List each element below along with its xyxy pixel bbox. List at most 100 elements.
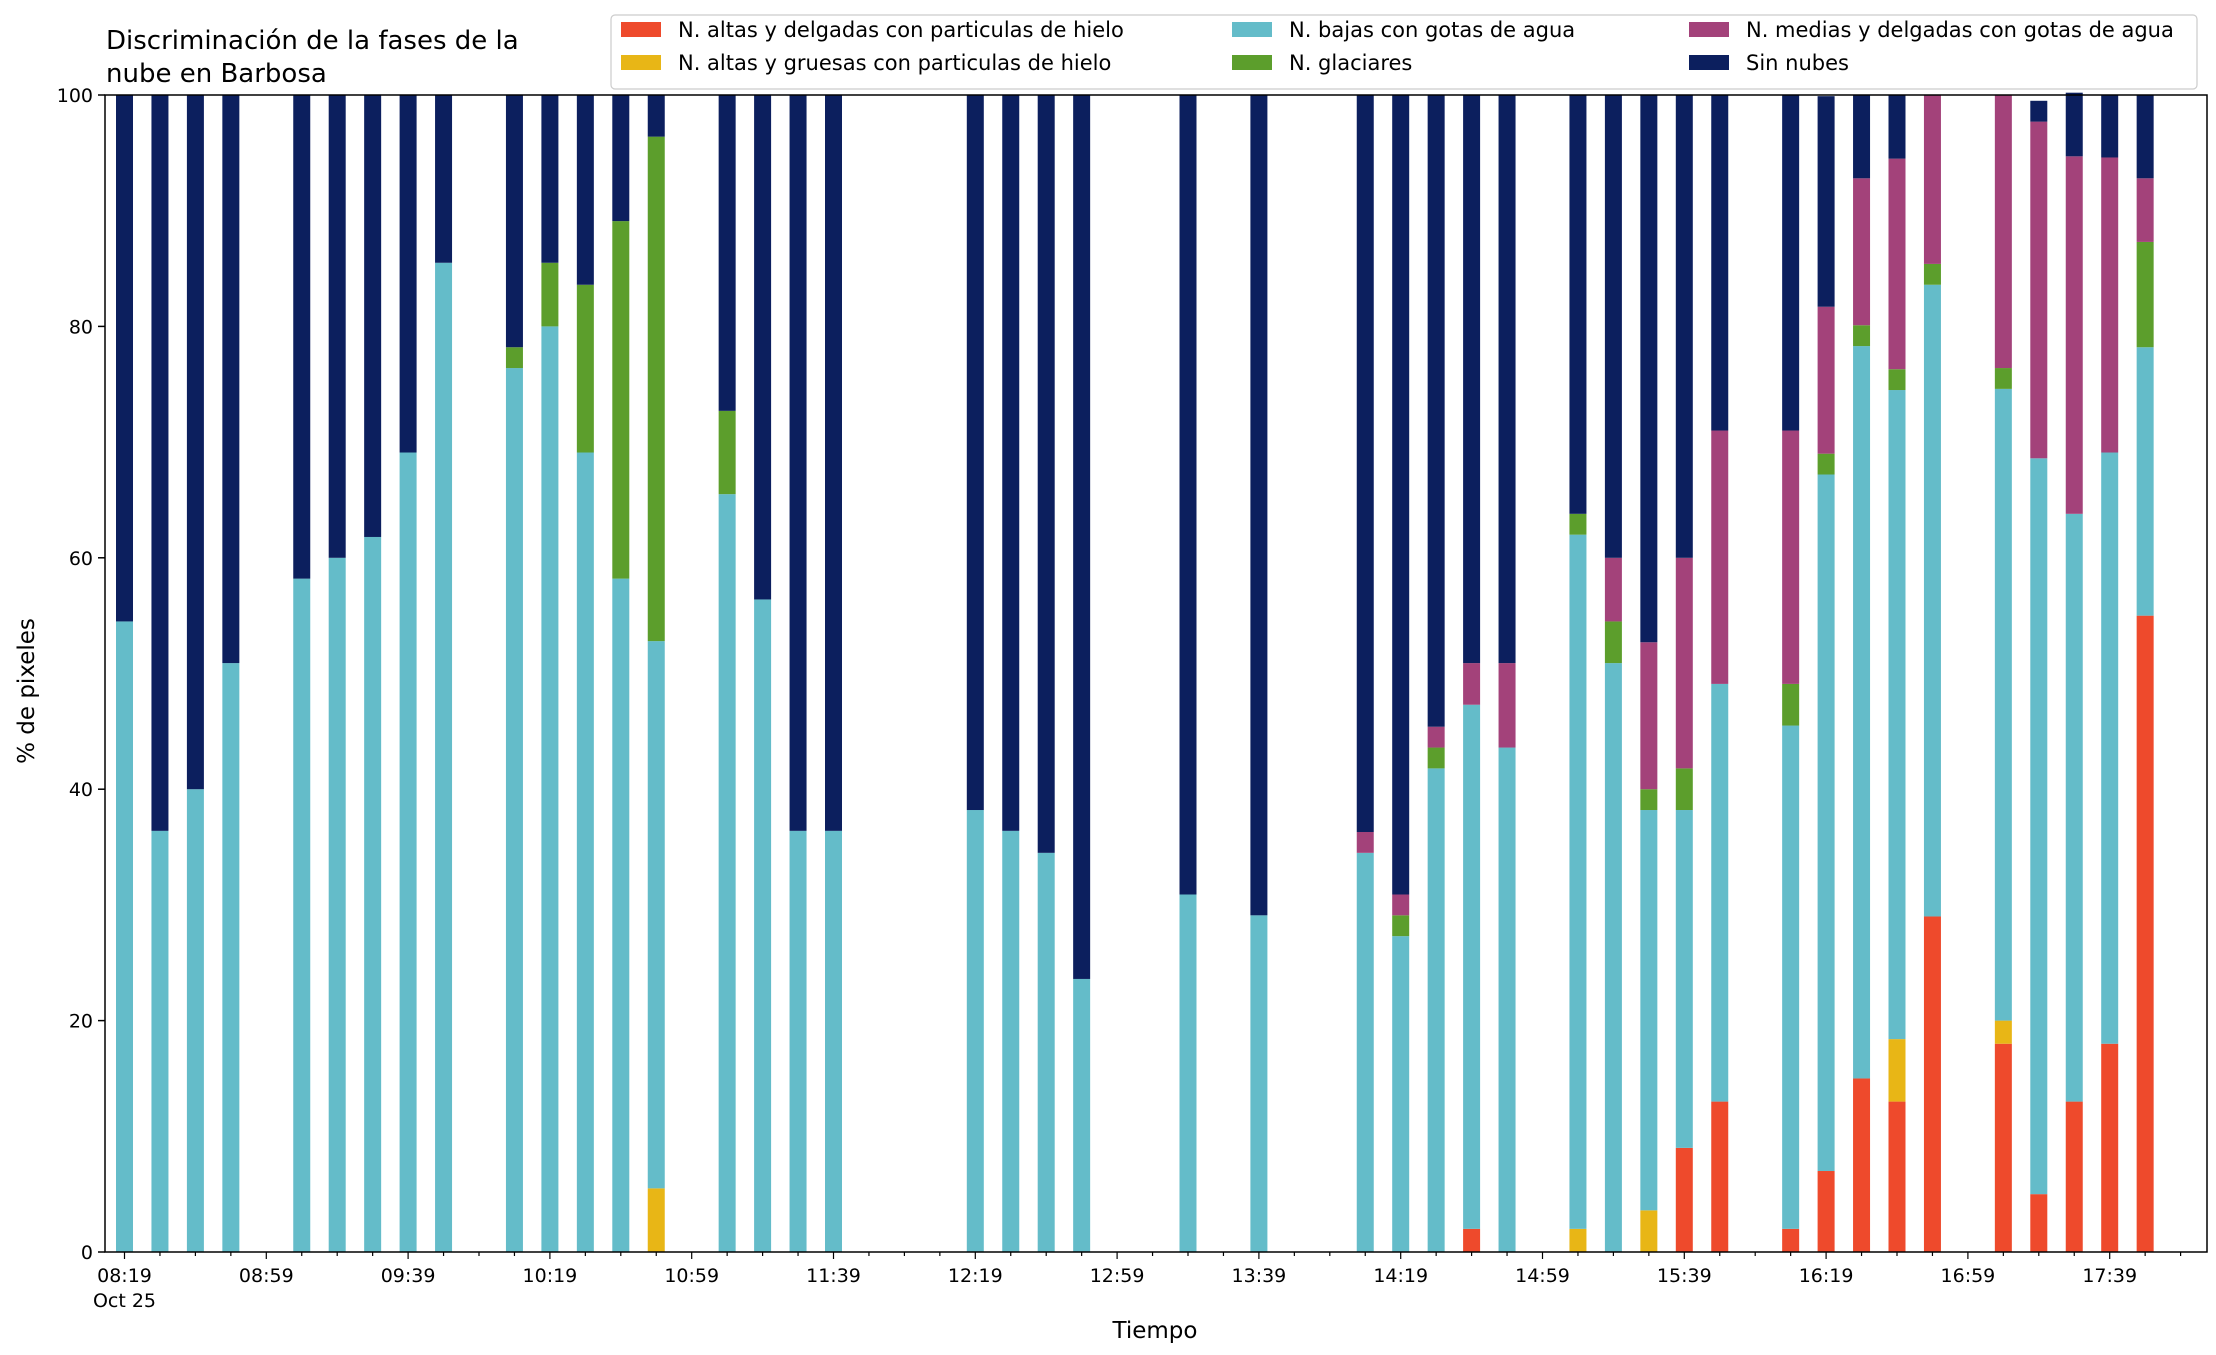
bar-segment-s2-1319 [1179, 894, 1197, 1252]
bar-segment-s0-1739 [2101, 1043, 2119, 1252]
legend-swatch [1689, 22, 1729, 37]
legend-label: N. medias y delgadas con gotas de agua [1746, 18, 2174, 42]
bar-segment-s5-1509 [1569, 95, 1587, 514]
y-tick-label: 80 [69, 316, 93, 338]
bar-segment-s2-1419 [1392, 936, 1410, 1252]
legend-label: N. altas y gruesas con particulas de hie… [678, 51, 1111, 75]
bar-segment-s5-1619 [1817, 96, 1835, 307]
bar-segment-s2-1009 [505, 368, 523, 1252]
x-tick-sublabel: Oct 25 [93, 1290, 156, 1312]
bar-segment-s5-0849 [222, 95, 240, 664]
y-tick-label: 40 [69, 779, 93, 801]
bar-segment-s3-1629 [1853, 325, 1871, 347]
bar-segment-s2-1049 [647, 641, 665, 1189]
bar-segment-s2-1219 [966, 810, 984, 1252]
bar-segment-s1-1529 [1640, 1210, 1658, 1252]
bar-segment-s2-1249 [1073, 978, 1091, 1252]
bar-segment-s2-0839 [186, 789, 204, 1252]
bar-segment-s5-1529 [1640, 95, 1658, 643]
bar-segment-s5-0949 [435, 95, 453, 263]
bar-segment-s4-1709 [1994, 95, 2012, 369]
bar-segment-s0-1749 [2136, 615, 2154, 1252]
bar-segment-s1-1639 [1888, 1039, 1906, 1102]
chart-title-line-2: nube en Barbosa [106, 59, 327, 89]
bar-segment-s5-1749 [2136, 95, 2154, 179]
bar-segment-s0-1719 [2030, 1194, 2048, 1252]
plot-frame [104, 94, 2208, 1253]
legend-swatch [621, 22, 661, 37]
bar-segment-s4-1419 [1392, 894, 1410, 916]
bar-segment-s2-1029 [576, 452, 594, 1252]
bar-segment-s5-1539 [1675, 95, 1693, 558]
bars-layer [116, 92, 2154, 1252]
bar-segment-s5-1729 [2065, 92, 2083, 157]
bar-segment-s5-1739 [2101, 95, 2119, 158]
bar-segment-s5-0909 [293, 95, 311, 579]
x-tick-label: 13:39 [1232, 1265, 1287, 1287]
bar-segment-s5-1009 [505, 95, 523, 348]
bar-segment-s3-1619 [1817, 453, 1835, 475]
bar-segment-s5-0939 [399, 95, 417, 453]
bar-segment-s4-1639 [1888, 158, 1906, 370]
y-tick-label: 100 [57, 85, 93, 107]
bar-segment-s3-1419 [1392, 915, 1410, 937]
bar-segment-s5-1449 [1498, 95, 1516, 664]
bar-segment-s2-1649 [1923, 284, 1941, 917]
bar-segment-s5-1519 [1604, 95, 1622, 558]
bar-segment-s5-1229 [1002, 95, 1020, 831]
bar-segment-s5-1049 [647, 95, 665, 137]
bar-segment-s5-1249 [1073, 95, 1091, 979]
y-tick-label: 60 [69, 548, 93, 570]
bar-segment-s0-1709 [1994, 1043, 2012, 1252]
x-tick-label: 10:19 [523, 1265, 578, 1287]
bar-segment-s3-1509 [1569, 513, 1587, 535]
bar-segment-s3-1429 [1427, 747, 1445, 769]
bar-segment-s2-1619 [1817, 474, 1835, 1172]
bar-segment-s5-0819 [116, 95, 133, 622]
bar-segment-s2-0829 [151, 830, 169, 1252]
bar-segment-s5-1029 [576, 95, 594, 285]
x-tick-label: 17:39 [2082, 1265, 2137, 1287]
bar-segment-s2-0819 [116, 621, 133, 1252]
bar-segment-s5-1549 [1711, 95, 1729, 431]
bar-segment-s5-1339 [1250, 95, 1268, 916]
bar-segment-s5-1039 [612, 95, 630, 222]
bar-segment-s2-1339 [1250, 915, 1268, 1252]
bar-segment-s3-1019 [541, 262, 559, 327]
bar-segment-s3-1109 [718, 410, 736, 495]
bar-segment-s2-1039 [612, 578, 630, 1252]
bar-segment-s2-1549 [1711, 683, 1729, 1102]
bar-segment-s4-1609 [1782, 430, 1800, 684]
x-tick-label: 08:59 [239, 1265, 294, 1287]
bar-segment-s5-1139 [825, 95, 842, 831]
bar-segment-s5-1419 [1392, 95, 1410, 895]
bar-segment-s2-0939 [399, 452, 417, 1252]
bar-segment-s5-1609 [1782, 95, 1800, 431]
x-tick-label: 12:19 [948, 1265, 1003, 1287]
bar-segment-s2-0909 [293, 578, 311, 1252]
bar-segment-s2-1129 [789, 830, 807, 1252]
legend-label: N. glaciares [1289, 51, 1412, 75]
legend-swatch [1232, 55, 1272, 70]
bar-segment-s5-0929 [364, 95, 382, 537]
bar-segment-s4-1619 [1817, 306, 1835, 454]
legend-frame [610, 14, 2198, 90]
x-tick-label: 11:39 [806, 1265, 861, 1287]
bar-segment-s4-1429 [1427, 726, 1445, 748]
bar-segment-s2-1139 [825, 830, 842, 1252]
y-tick-label: 20 [69, 1011, 93, 1033]
bar-segment-s4-1739 [2101, 157, 2119, 453]
y-tick-label: 0 [81, 1242, 93, 1264]
bar-segment-s3-1529 [1640, 789, 1658, 811]
bar-segment-s2-1119 [754, 599, 772, 1252]
bar-segment-s2-1509 [1569, 534, 1587, 1229]
bar-segment-s1-1049 [647, 1188, 665, 1252]
bar-segment-s4-1439 [1463, 663, 1481, 705]
bar-segment-s2-1449 [1498, 747, 1516, 1252]
bar-segment-s2-1749 [2136, 347, 2154, 616]
bar-segment-s4-1749 [2136, 178, 2154, 242]
bar-segment-s2-1529 [1640, 810, 1658, 1211]
bar-segment-s4-1549 [1711, 430, 1729, 684]
bar-segment-s5-1319 [1179, 95, 1197, 895]
